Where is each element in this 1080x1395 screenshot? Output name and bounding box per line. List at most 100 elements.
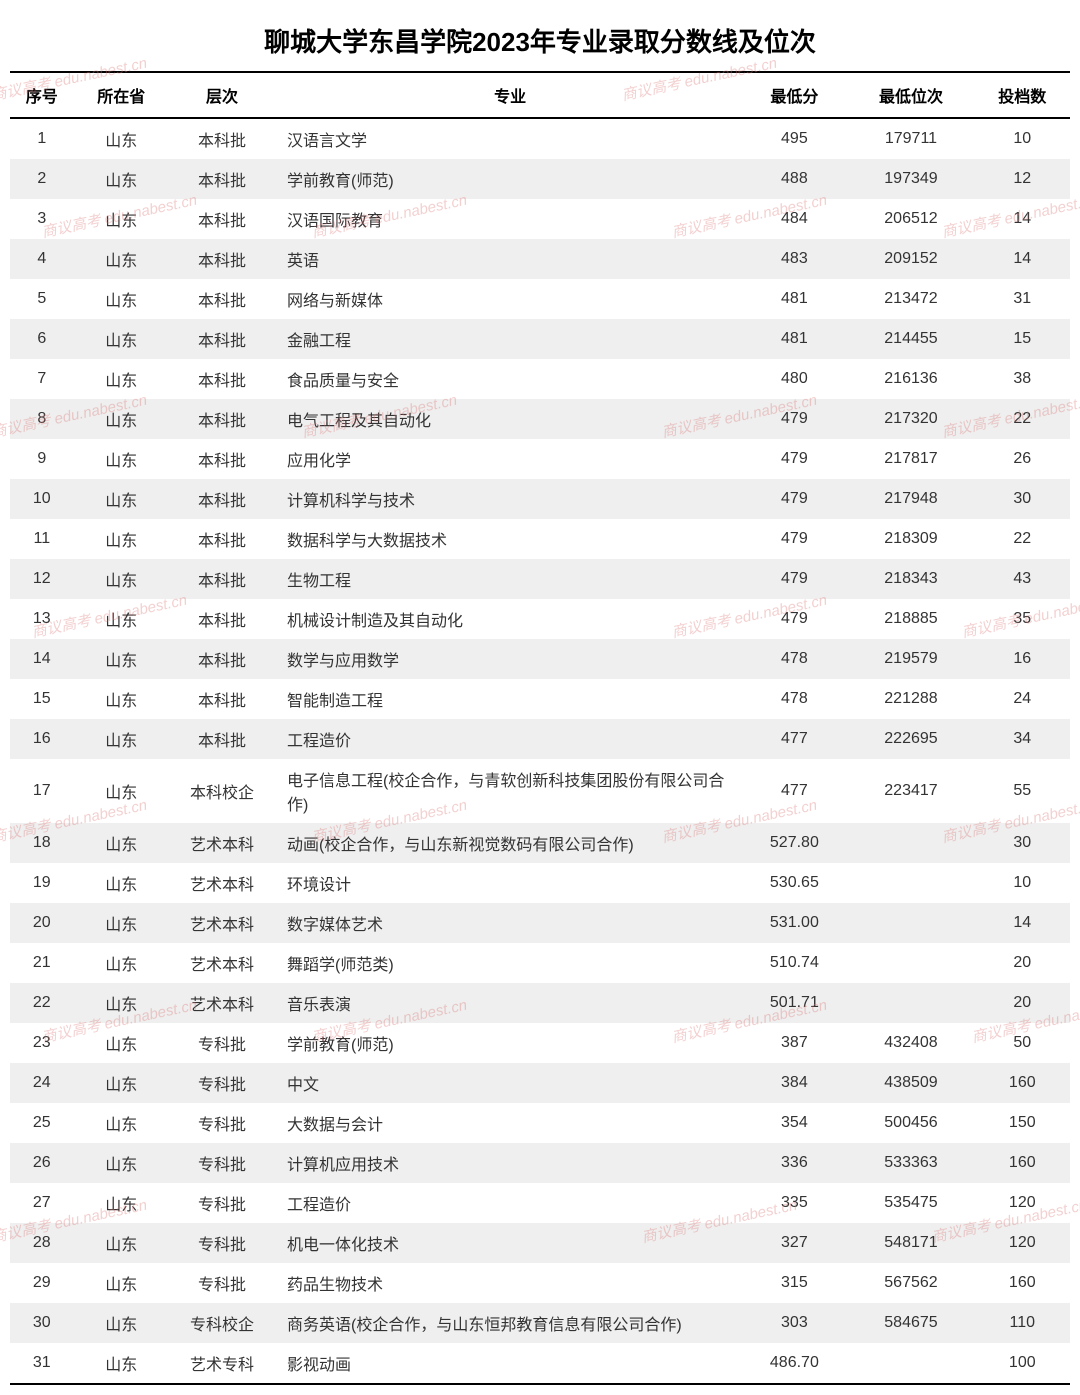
table-cell: 音乐表演 [275, 983, 741, 1023]
header-seq: 序号 [10, 72, 74, 118]
table-row: 22山东艺术本科音乐表演501.7120 [10, 983, 1070, 1023]
table-cell: 16 [975, 639, 1070, 679]
table-cell: 27 [10, 1183, 74, 1223]
table-cell: 数字媒体艺术 [275, 903, 741, 943]
table-cell: 6 [10, 319, 74, 359]
table-cell: 9 [10, 439, 74, 479]
table-cell: 生物工程 [275, 559, 741, 599]
table-cell: 23 [10, 1023, 74, 1063]
table-cell: 335 [741, 1183, 847, 1223]
table-cell: 29 [10, 1263, 74, 1303]
table-header-row: 序号 所在省 层次 专业 最低分 最低位次 投档数 [10, 72, 1070, 118]
table-cell: 222695 [847, 719, 974, 759]
table-cell: 15 [10, 679, 74, 719]
table-cell: 专科批 [169, 1223, 275, 1263]
table-cell: 219579 [847, 639, 974, 679]
table-cell: 479 [741, 439, 847, 479]
table-cell: 527.80 [741, 823, 847, 863]
table-cell [847, 903, 974, 943]
table-cell: 38 [975, 359, 1070, 399]
table-row: 17山东本科校企电子信息工程(校企合作，与青软创新科技集团股份有限公司合作)47… [10, 759, 1070, 823]
table-cell: 8 [10, 399, 74, 439]
table-cell: 金融工程 [275, 319, 741, 359]
table-cell: 30 [10, 1303, 74, 1343]
table-cell: 山东 [74, 719, 169, 759]
table-cell: 481 [741, 319, 847, 359]
table-cell: 15 [975, 319, 1070, 359]
table-row: 7山东本科批食品质量与安全48021613638 [10, 359, 1070, 399]
table-cell: 本科批 [169, 559, 275, 599]
table-cell: 工程造价 [275, 719, 741, 759]
table-cell: 食品质量与安全 [275, 359, 741, 399]
table-cell: 19 [10, 863, 74, 903]
table-cell: 汉语言文学 [275, 118, 741, 159]
table-row: 28山东专科批机电一体化技术327548171120 [10, 1223, 1070, 1263]
table-cell: 500456 [847, 1103, 974, 1143]
table-cell: 电子信息工程(校企合作，与青软创新科技集团股份有限公司合作) [275, 759, 741, 823]
table-cell: 应用化学 [275, 439, 741, 479]
table-cell: 10 [975, 863, 1070, 903]
table-cell: 510.74 [741, 943, 847, 983]
table-cell: 327 [741, 1223, 847, 1263]
table-cell: 山东 [74, 359, 169, 399]
table-cell: 山东 [74, 903, 169, 943]
table-cell: 22 [10, 983, 74, 1023]
table-cell: 山东 [74, 1143, 169, 1183]
table-row: 16山东本科批工程造价47722269534 [10, 719, 1070, 759]
table-cell: 本科批 [169, 279, 275, 319]
table-cell: 387 [741, 1023, 847, 1063]
table-cell: 艺术本科 [169, 903, 275, 943]
table-cell: 山东 [74, 639, 169, 679]
table-cell: 479 [741, 479, 847, 519]
table-cell: 山东 [74, 1303, 169, 1343]
table-cell: 影视动画 [275, 1343, 741, 1384]
table-cell: 110 [975, 1303, 1070, 1343]
table-cell: 432408 [847, 1023, 974, 1063]
table-cell: 本科批 [169, 159, 275, 199]
table-cell: 483 [741, 239, 847, 279]
table-cell: 山东 [74, 319, 169, 359]
table-cell: 479 [741, 519, 847, 559]
table-cell: 本科批 [169, 199, 275, 239]
table-row: 27山东专科批工程造价335535475120 [10, 1183, 1070, 1223]
table-cell: 山东 [74, 599, 169, 639]
table-row: 4山东本科批英语48320915214 [10, 239, 1070, 279]
table-cell: 214455 [847, 319, 974, 359]
table-cell: 481 [741, 279, 847, 319]
table-cell: 120 [975, 1183, 1070, 1223]
table-cell: 本科批 [169, 399, 275, 439]
table-cell: 488 [741, 159, 847, 199]
table-cell: 数据科学与大数据技术 [275, 519, 741, 559]
table-cell: 501.71 [741, 983, 847, 1023]
table-cell: 567562 [847, 1263, 974, 1303]
table-cell: 本科批 [169, 319, 275, 359]
table-cell: 山东 [74, 823, 169, 863]
table-cell: 548171 [847, 1223, 974, 1263]
table-cell: 10 [975, 118, 1070, 159]
table-cell: 21 [10, 943, 74, 983]
table-cell: 本科批 [169, 519, 275, 559]
table-cell: 山东 [74, 159, 169, 199]
table-cell: 30 [975, 823, 1070, 863]
table-cell: 山东 [74, 863, 169, 903]
table-cell: 商务英语(校企合作，与山东恒邦教育信息有限公司合作) [275, 1303, 741, 1343]
table-row: 11山东本科批数据科学与大数据技术47921830922 [10, 519, 1070, 559]
table-row: 5山东本科批网络与新媒体48121347231 [10, 279, 1070, 319]
table-cell: 25 [10, 1103, 74, 1143]
table-cell: 艺术本科 [169, 823, 275, 863]
table-cell: 438509 [847, 1063, 974, 1103]
table-cell: 50 [975, 1023, 1070, 1063]
table-row: 23山东专科批学前教育(师范)38743240850 [10, 1023, 1070, 1063]
table-cell: 30 [975, 479, 1070, 519]
table-cell: 山东 [74, 983, 169, 1023]
table-row: 24山东专科批中文384438509160 [10, 1063, 1070, 1103]
table-cell: 16 [10, 719, 74, 759]
table-row: 15山东本科批智能制造工程47822128824 [10, 679, 1070, 719]
table-cell: 31 [975, 279, 1070, 319]
table-cell: 218309 [847, 519, 974, 559]
table-cell: 531.00 [741, 903, 847, 943]
table-cell: 150 [975, 1103, 1070, 1143]
table-cell: 数学与应用数学 [275, 639, 741, 679]
table-cell: 山东 [74, 1023, 169, 1063]
table-row: 14山东本科批数学与应用数学47821957916 [10, 639, 1070, 679]
